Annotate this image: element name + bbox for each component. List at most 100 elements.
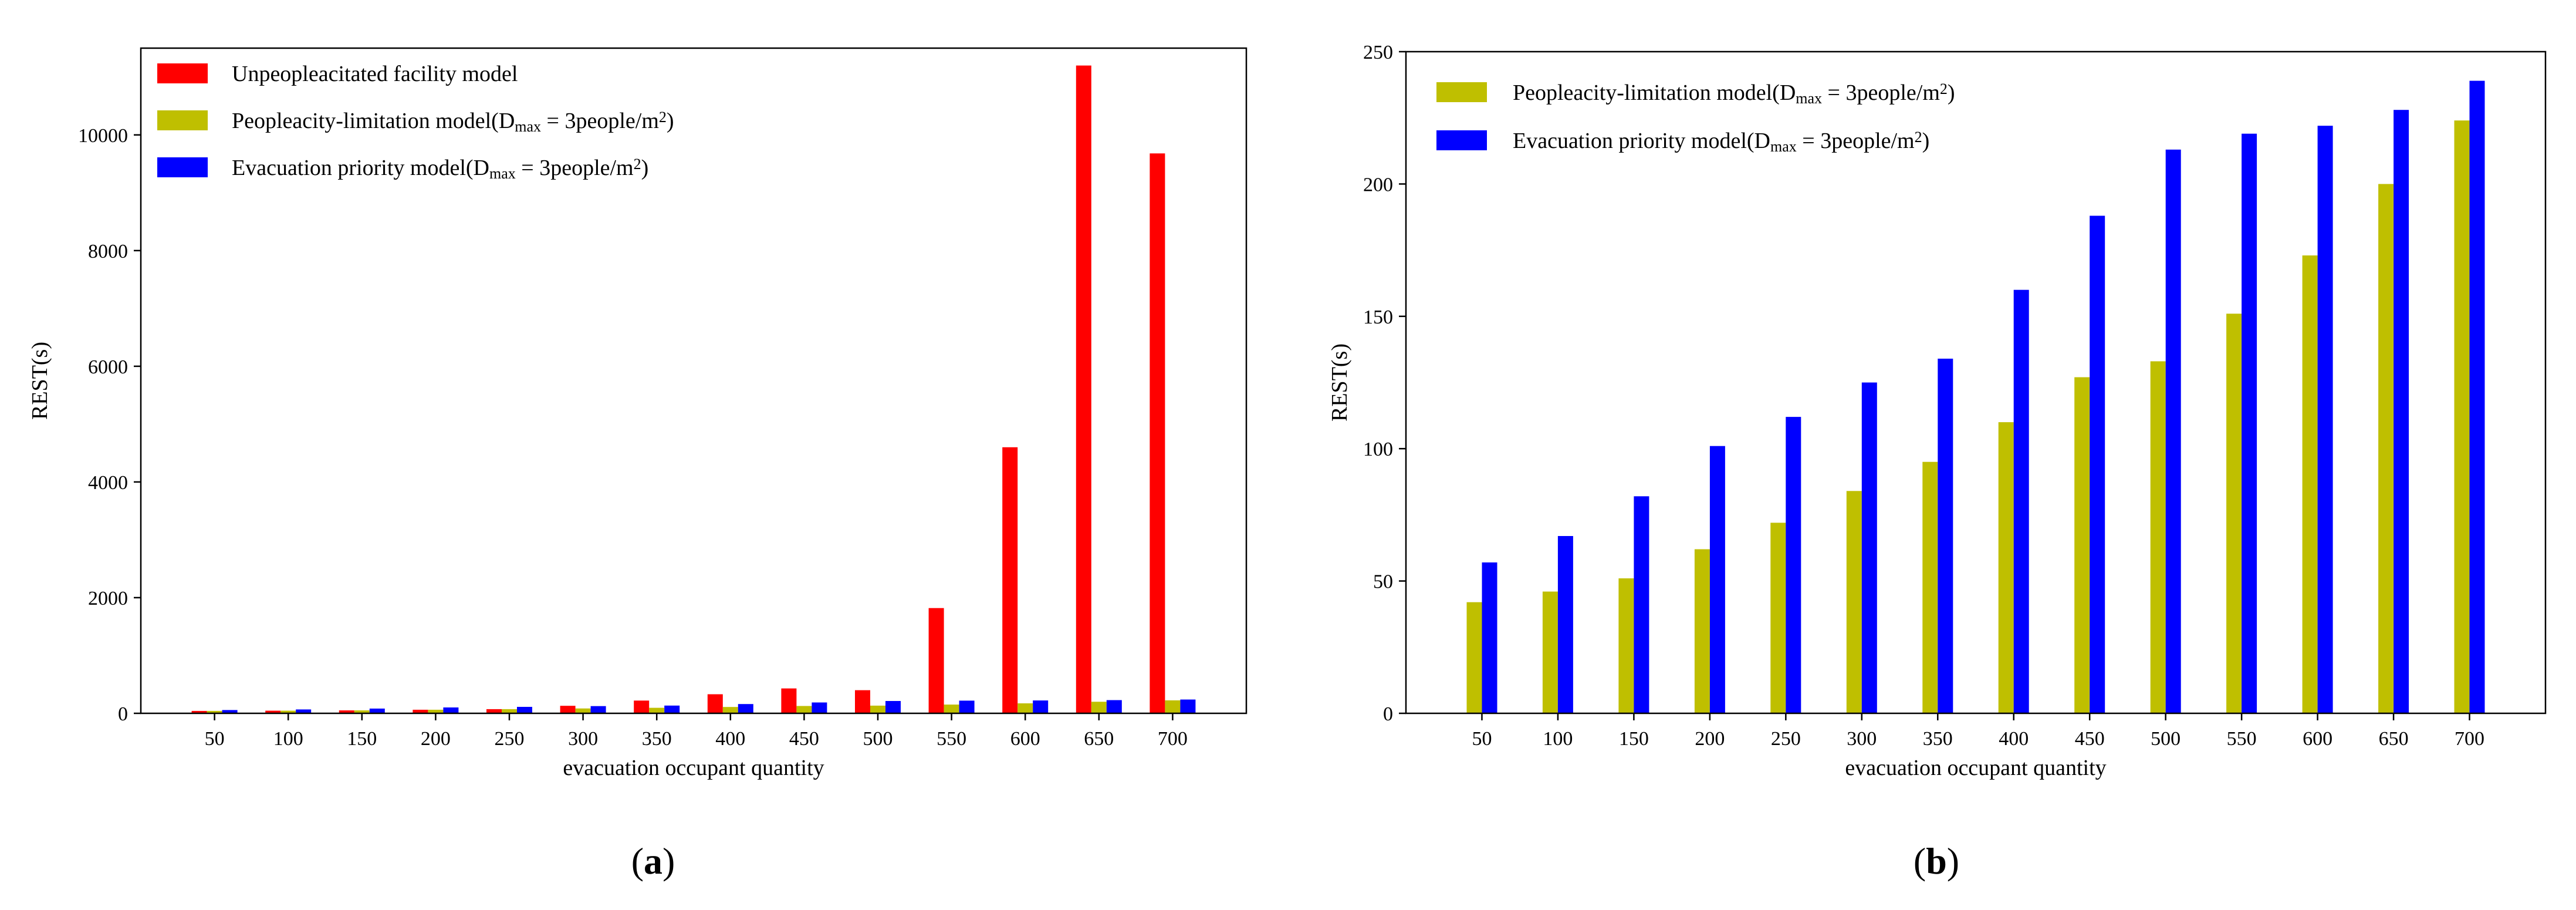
x-tick-label: 250 (495, 728, 525, 750)
bar-2-500 (870, 705, 885, 713)
bar-1-650 (2378, 184, 2394, 713)
legend-label-after: = 3people/m (1797, 129, 1915, 153)
legend-label-superscript: 2 (634, 156, 641, 173)
x-tick-label: 600 (2303, 728, 2332, 750)
y-tick-label: 50 (1373, 571, 1393, 593)
legend: Unpeopleacitated facility model Peopleaci… (157, 62, 674, 182)
bar-1-400 (1998, 422, 2014, 713)
bar-2-50 (1482, 562, 1497, 713)
bar-2-350 (649, 707, 665, 713)
legend-label-after: = 3people/m (541, 109, 659, 133)
x-tick-label: 300 (1847, 728, 1877, 750)
x-tick-label: 350 (642, 728, 672, 750)
legend-label-main: Peopleacity-limitation model(D (1513, 80, 1796, 105)
panel-label-letter: a (644, 840, 662, 882)
bar-1-100 (1542, 591, 1558, 713)
legend-label-1: Unpeopleacitated facility model (232, 62, 518, 86)
panel-label-close: ) (1947, 840, 1959, 882)
x-tick-label: 150 (347, 728, 377, 750)
legend-label-end: ) (1922, 129, 1930, 153)
legend: Peopleacity-limitation model(Dmax = 3peo… (1436, 80, 1955, 155)
bar-3-200 (443, 707, 459, 713)
x-tick-label: 600 (1010, 728, 1040, 750)
x-tick-label: 450 (789, 728, 819, 750)
x-tick-label: 250 (1771, 728, 1801, 750)
bar-1-650 (1076, 65, 1091, 714)
y-tick-label: 150 (1363, 306, 1393, 328)
y-tick-label: 100 (1363, 439, 1393, 460)
bar-1-150 (339, 710, 354, 713)
panel-label-open: ( (631, 840, 644, 882)
bar-1-700 (2454, 120, 2470, 713)
x-tick-label: 700 (2455, 728, 2484, 750)
x-tick-label: 400 (715, 728, 745, 750)
bar-2-300 (575, 708, 591, 713)
x-tick-label: 200 (1695, 728, 1725, 750)
bar-2-650 (2394, 110, 2409, 714)
bar-2-150 (354, 710, 370, 713)
y-tick-label: 200 (1363, 174, 1393, 196)
x-tick-label: 350 (1923, 728, 1953, 750)
bar-3-500 (885, 701, 901, 713)
y-tick-label: 10000 (78, 125, 128, 147)
bar-2-700 (2469, 80, 2485, 714)
bar-3-150 (369, 708, 385, 713)
bar-3-250 (517, 707, 532, 713)
bar-1-200 (1694, 549, 1710, 713)
y-tick-label: 0 (118, 703, 128, 725)
bar-1-300 (560, 706, 576, 713)
bar-2-600 (2317, 126, 2333, 713)
legend-label-end: ) (1948, 80, 1955, 105)
legend-label-superscript: 2 (659, 109, 667, 126)
plot-frame (140, 47, 1248, 714)
bar-1-450 (2074, 377, 2090, 713)
legend-label-after: = 3people/m (516, 156, 634, 180)
bar-2-100 (1557, 536, 1573, 713)
y-axis-label: REST(s) (1327, 343, 1352, 422)
bar-2-200 (428, 709, 444, 713)
legend-label-superscript: 2 (1940, 80, 1948, 97)
legend-label-subscript: max (515, 118, 541, 135)
x-tick-label: 650 (2379, 728, 2409, 750)
plot-frame (1405, 50, 2547, 714)
bar-1-100 (265, 710, 281, 713)
bar-1-500 (2150, 361, 2166, 713)
y-tick-label: 250 (1363, 42, 1393, 63)
legend-swatch-1 (1436, 82, 1487, 102)
bar-1-350 (634, 700, 650, 713)
bar-2-500 (2165, 149, 2181, 714)
panel-b: 50 100 150 200 250 300 350 400 450 500 550 600 650 70… (1327, 42, 2547, 882)
bar-2-100 (280, 710, 296, 713)
x-tick-label: 100 (273, 728, 303, 750)
legend-swatch-2 (157, 110, 208, 130)
x-tick-label: 150 (1619, 728, 1649, 750)
bar-1-50 (1466, 602, 1482, 713)
bar-1-600 (2302, 255, 2318, 714)
x-tick-label: 450 (2075, 728, 2105, 750)
x-tick-label: 200 (421, 728, 451, 750)
legend-label-after: = 3people/m (1822, 80, 1940, 105)
bar-2-650 (1091, 702, 1107, 713)
panel-label: (a) (631, 840, 675, 882)
legend-label-2: Peopleacity-limitation model(Dmax = 3peo… (232, 109, 674, 135)
panel-label-close: ) (662, 840, 675, 882)
legend-label-main: Peopleacity-limitation model(D (232, 109, 515, 133)
legend-label-main: Evacuation priority model(D (232, 156, 489, 180)
bar-1-250 (1770, 523, 1786, 713)
legend-swatch-1 (157, 63, 208, 83)
x-tick-label: 550 (937, 728, 966, 750)
panel-a: 50 100 150 200 250 300 350 400 450 500 550 600 650 70… (28, 47, 1248, 882)
bar-2-250 (502, 709, 517, 713)
bar-3-600 (1033, 700, 1049, 713)
bar-2-450 (2090, 215, 2105, 713)
legend-label-3: Evacuation priority model(Dmax = 3people… (232, 156, 648, 182)
x-tick-label: 400 (1999, 728, 2029, 750)
bar-2-550 (2242, 133, 2257, 713)
bar-2-450 (796, 706, 812, 713)
x-axis-label: evacuation occupant quantity (563, 756, 824, 780)
bar-2-350 (1938, 358, 1953, 713)
legend-label-1: Peopleacity-limitation model(Dmax = 3peo… (1513, 80, 1955, 107)
legend-swatch-3 (157, 157, 208, 177)
bar-2-600 (1017, 703, 1033, 713)
